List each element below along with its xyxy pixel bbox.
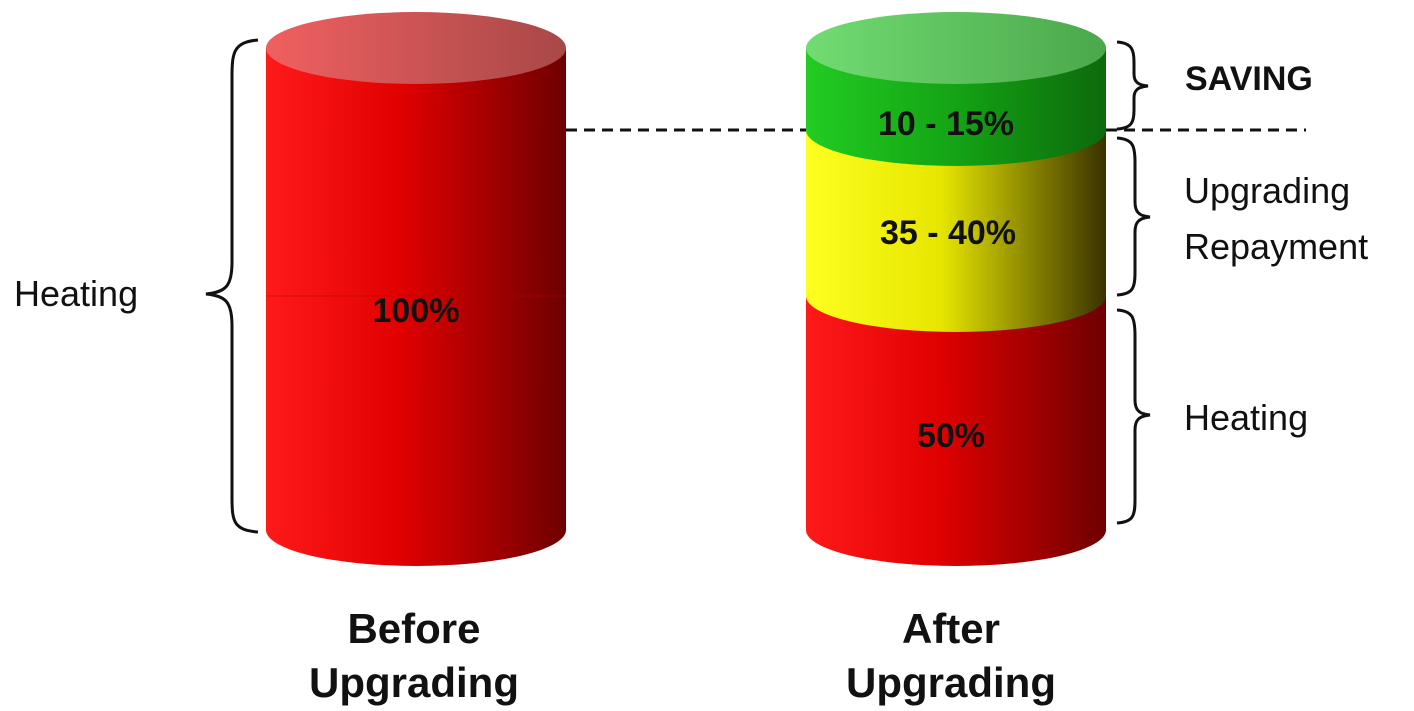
after-heating-brace (1116, 308, 1151, 525)
saving-brace (1116, 40, 1149, 131)
after-cylinder (806, 12, 1106, 566)
after-heating-value-label: 50% (917, 417, 985, 455)
after-segment-heating (806, 296, 1106, 566)
before-cylinder (266, 12, 566, 566)
after-segment-repayment (806, 130, 1106, 332)
before-title-line2: Upgrading (309, 659, 519, 706)
after-heating-label: Heating (1184, 397, 1308, 438)
after-title-line1: After (902, 605, 1000, 652)
before-cylinder-top (266, 12, 566, 84)
before-title-line1: Before (347, 605, 480, 652)
before-cylinder-body (266, 48, 566, 566)
repayment-label-line1: Upgrading (1184, 170, 1350, 211)
after-repayment-value-label: 35 - 40% (880, 214, 1016, 252)
after-saving-value-label: 10 - 15% (878, 105, 1014, 143)
before-heating-brace (205, 38, 259, 534)
saving-label: SAVING (1185, 60, 1313, 98)
after-cylinder-top (806, 12, 1106, 84)
before-heating-label: Heating (14, 273, 138, 314)
repayment-brace (1116, 136, 1151, 297)
before-value-label: 100% (373, 292, 460, 330)
repayment-label-line2: Repayment (1184, 226, 1368, 267)
after-title-line2: Upgrading (846, 659, 1056, 706)
